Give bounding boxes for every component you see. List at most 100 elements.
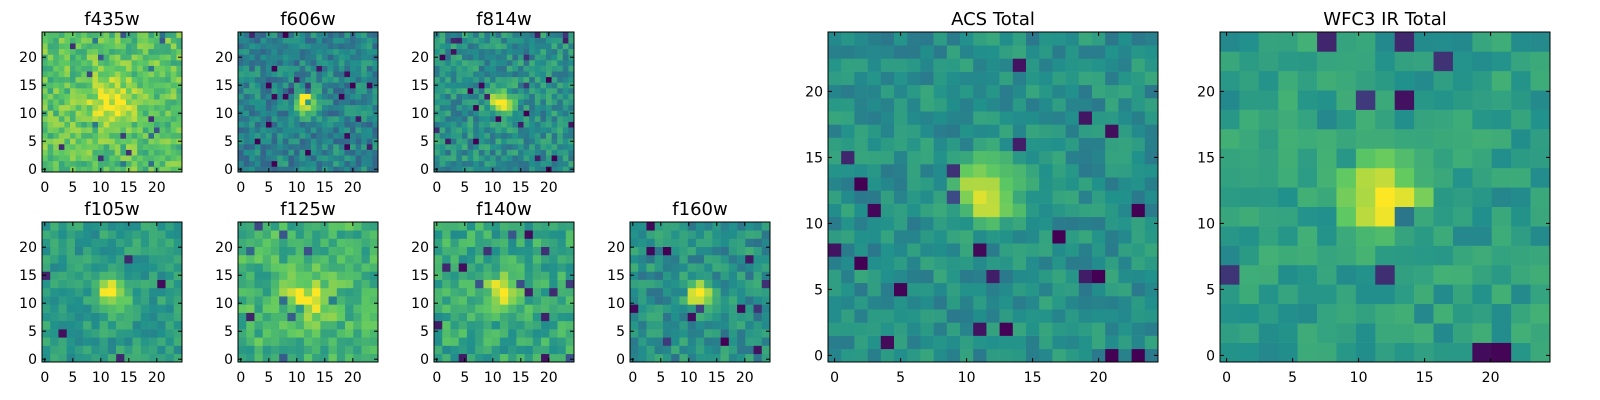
heatmap-cell (81, 32, 88, 38)
heatmap-cell (508, 230, 517, 239)
heatmap-cell (462, 88, 468, 94)
heatmap-cell (243, 48, 250, 55)
heatmap-cell (338, 32, 345, 38)
heatmap-cell (534, 93, 541, 100)
heatmap-cell (1491, 32, 1512, 52)
heatmap-cell (83, 254, 92, 264)
heatmap-cell (310, 127, 317, 134)
heatmap-cell (131, 160, 138, 167)
heatmap-cell (1039, 58, 1053, 72)
heatmap-cell (157, 304, 166, 313)
heatmap-cell (1039, 164, 1053, 178)
heatmap-cell (1394, 51, 1415, 72)
heatmap-cell (126, 71, 132, 78)
heatmap-cell (638, 320, 647, 330)
heatmap-cell (137, 43, 144, 50)
heatmap-cell (1414, 148, 1434, 169)
heatmap-cell (562, 144, 569, 150)
heatmap-cell (1394, 226, 1415, 246)
heatmap-cell (92, 121, 99, 128)
axes-frame (41, 31, 183, 173)
heatmap-cell (568, 48, 575, 55)
heatmap-cell (336, 263, 346, 272)
y-tick-label: 0 (1206, 348, 1215, 364)
heatmap-cell (170, 149, 177, 156)
heatmap-cell (524, 304, 534, 313)
heatmap-cell (312, 337, 321, 346)
heatmap-cell (679, 246, 688, 256)
heatmap-cell (344, 60, 351, 66)
heatmap-cell (327, 166, 334, 173)
heatmap-cell (299, 127, 306, 134)
heatmap-cell (442, 304, 451, 313)
heatmap-cell (518, 110, 524, 117)
heatmap-cell (165, 43, 172, 50)
heatmap-cell (58, 271, 68, 280)
heatmap-cell (1452, 32, 1473, 52)
heatmap-cell (458, 329, 468, 338)
heatmap-cell (475, 222, 484, 231)
heatmap-cell (894, 243, 908, 257)
heatmap-cell (47, 60, 54, 66)
heatmap-cell (149, 263, 158, 272)
heatmap-cell (490, 110, 496, 117)
heatmap-cell (345, 271, 354, 280)
heatmap-cell (541, 304, 550, 313)
heatmap-cell (173, 222, 183, 231)
heatmap-cell (828, 177, 842, 191)
heatmap-cell (74, 312, 84, 322)
heatmap-cell (369, 353, 379, 363)
heatmap-cell (99, 246, 109, 256)
heatmap-cell (238, 287, 247, 297)
heatmap-cell (920, 177, 934, 191)
heatmap-cell (1336, 148, 1357, 169)
heatmap-cell (277, 99, 284, 106)
heatmap-cell (295, 222, 305, 231)
heatmap-cell (999, 32, 1014, 46)
heatmap-cell (518, 65, 524, 72)
heatmap-cell (75, 76, 82, 83)
heatmap-cell (148, 138, 155, 145)
heatmap-cell (75, 32, 82, 38)
heatmap-cell (107, 279, 117, 289)
heatmap-cell (1012, 164, 1027, 178)
heatmap-cell (165, 32, 172, 38)
y-tick-label: 20 (411, 50, 429, 66)
heatmap-cell (1394, 264, 1415, 285)
heatmap-cell (973, 164, 987, 178)
heatmap-cell (243, 155, 250, 162)
y-tick-label: 15 (19, 268, 37, 284)
heatmap-cell (462, 37, 468, 44)
heatmap-cell (120, 149, 127, 156)
heatmap-cell (1278, 206, 1298, 227)
heatmap-cell (165, 132, 172, 139)
heatmap-cell (854, 243, 868, 257)
heatmap-cell (1511, 264, 1531, 285)
x-tick-label: 0 (432, 180, 441, 196)
heatmap-cell (491, 304, 501, 313)
heatmap-cell (557, 312, 567, 322)
heatmap-cell (484, 132, 491, 139)
heatmap-cell (501, 37, 508, 44)
heatmap-cell (484, 37, 491, 44)
heatmap-cell (305, 138, 312, 145)
heatmap-cell (294, 82, 300, 89)
heatmap-cell (1078, 124, 1093, 138)
heatmap-cell (490, 138, 496, 145)
heatmap-cell (294, 127, 300, 134)
heatmap-cell (999, 98, 1014, 112)
heatmap-cell (728, 353, 738, 363)
heatmap-cell (1530, 32, 1551, 52)
heatmap-cell (687, 238, 697, 248)
heatmap-cell (1336, 32, 1357, 52)
heatmap-cell (933, 216, 948, 231)
heatmap-cell (687, 271, 697, 280)
heatmap-cell (91, 230, 100, 239)
heatmap-cell (299, 71, 306, 78)
heatmap-cell (728, 320, 738, 330)
heatmap-cell (109, 149, 116, 156)
heatmap-cell (737, 337, 746, 346)
heatmap-cell (1118, 348, 1132, 363)
heatmap-cell (508, 320, 517, 330)
heatmap-cell (53, 144, 60, 150)
